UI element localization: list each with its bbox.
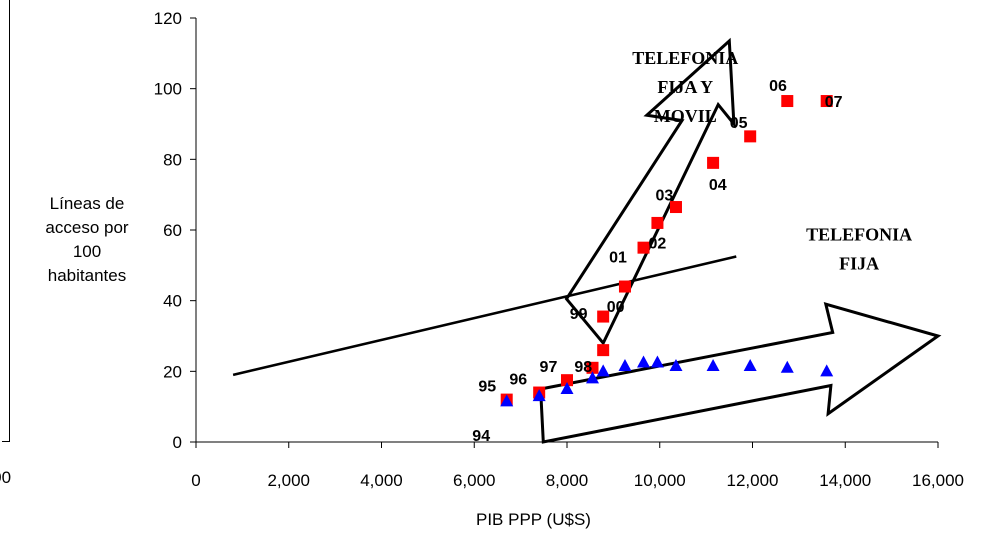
year-labels: 94 95 96 97 98 99 00 01 02 03 04 05 06 07 bbox=[472, 78, 842, 445]
annotation-label: MOVIL bbox=[654, 106, 717, 126]
y-tick-label: 120 bbox=[154, 9, 182, 28]
y-tick-label: 80 bbox=[163, 150, 182, 169]
y-axis-label-line: habitantes bbox=[22, 264, 152, 288]
annotation-label: TELEFONIA bbox=[806, 225, 912, 245]
year-label: 06 bbox=[769, 78, 787, 95]
y-axis-label: Líneas de acceso por 100 habitantes bbox=[22, 192, 152, 288]
x-tick-label: 10,000 bbox=[634, 471, 686, 490]
year-label: 00 bbox=[607, 299, 625, 316]
year-label: 97 bbox=[540, 359, 558, 376]
year-label: 96 bbox=[509, 371, 527, 388]
trend-line bbox=[233, 257, 736, 375]
year-label: 94 bbox=[472, 428, 490, 445]
triangle-point bbox=[637, 356, 650, 368]
year-label: 99 bbox=[570, 306, 588, 323]
x-tick-label: 16,000 bbox=[912, 471, 964, 490]
y-axis-label-line: acceso por bbox=[22, 216, 152, 240]
x-tick-label: 2,000 bbox=[267, 471, 310, 490]
triangle-point bbox=[651, 356, 664, 368]
triangle-point bbox=[781, 361, 794, 373]
x-tick-label: 8,000 bbox=[546, 471, 589, 490]
year-label: 01 bbox=[609, 250, 627, 267]
y-tick-label: 100 bbox=[154, 80, 182, 99]
x-tick-label: 12,000 bbox=[727, 471, 779, 490]
y-tick-label: 40 bbox=[163, 292, 182, 311]
adjacent-chart-tick-label: ,000 bbox=[0, 468, 11, 488]
triangle-point bbox=[618, 359, 631, 371]
year-label: 04 bbox=[709, 177, 727, 194]
year-label: 03 bbox=[655, 188, 673, 205]
square-point bbox=[619, 281, 631, 293]
adjacent-chart-tick-fragment bbox=[2, 441, 10, 442]
square-point bbox=[651, 217, 663, 229]
y-tick-label: 60 bbox=[163, 221, 182, 240]
x-tick-label: 4,000 bbox=[360, 471, 403, 490]
year-label: 05 bbox=[730, 115, 748, 132]
annotation-label: FIJA bbox=[839, 254, 879, 274]
y-tick-label: 20 bbox=[163, 362, 182, 381]
square-point bbox=[781, 95, 793, 107]
square-point bbox=[707, 157, 719, 169]
year-label: 95 bbox=[478, 378, 496, 395]
triangle-point bbox=[707, 359, 720, 371]
annotation-label: TELEFONIA bbox=[632, 48, 738, 68]
year-label: 07 bbox=[825, 94, 843, 111]
adjacent-chart-axis-fragment bbox=[9, 0, 10, 442]
y-axis-label-line: 100 bbox=[22, 240, 152, 264]
annotation-label: FIJA Y bbox=[657, 77, 713, 97]
square-point bbox=[597, 344, 609, 356]
x-axis-label: PIB PPP (U$S) bbox=[476, 510, 591, 530]
y-axis-label-line: Líneas de bbox=[22, 192, 152, 216]
year-label: 98 bbox=[574, 359, 592, 376]
y-tick-label: 0 bbox=[173, 433, 182, 452]
triangle-point bbox=[820, 364, 833, 376]
triangle-point bbox=[744, 359, 757, 371]
x-tick-label: 6,000 bbox=[453, 471, 496, 490]
x-tick-label: 14,000 bbox=[819, 471, 871, 490]
x-tick-label: 0 bbox=[191, 471, 200, 490]
year-label: 02 bbox=[649, 235, 667, 252]
triangle-point bbox=[597, 364, 610, 376]
